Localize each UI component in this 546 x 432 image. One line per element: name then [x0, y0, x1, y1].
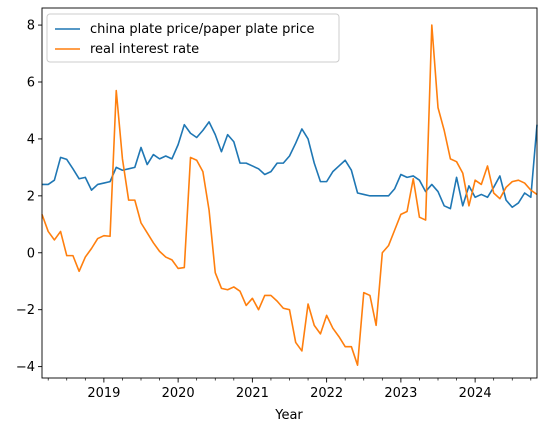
- x-tick-label: 2020: [162, 386, 195, 401]
- legend: china plate price/paper plate price real…: [47, 14, 339, 62]
- x-tick-label: 2019: [87, 386, 120, 401]
- x-tick-label: 2023: [384, 386, 417, 401]
- x-tick-label: 2021: [236, 386, 269, 401]
- x-axis-label: Year: [274, 408, 303, 423]
- y-tick-label: 6: [27, 76, 35, 91]
- y-tick-label: 4: [27, 132, 35, 147]
- x-tick-label: 2022: [310, 386, 343, 401]
- legend-label-china-plate-ratio: china plate price/paper plate price: [90, 22, 315, 37]
- x-tick-label: 2024: [459, 386, 492, 401]
- y-tick-label: −4: [16, 360, 35, 375]
- y-tick-label: 0: [27, 246, 35, 261]
- y-tick-label: −2: [16, 303, 35, 318]
- legend-label-real-interest-rate: real interest rate: [90, 42, 199, 57]
- y-tick-label: 2: [27, 189, 35, 204]
- y-tick-label: 8: [27, 19, 35, 34]
